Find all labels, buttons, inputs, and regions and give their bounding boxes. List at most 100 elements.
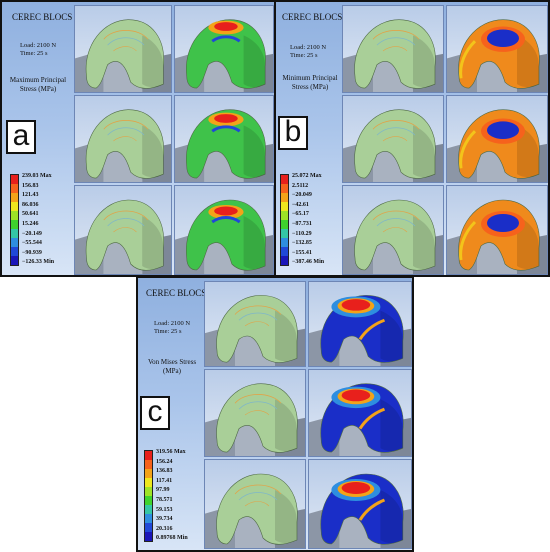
- legend-label: −20.049: [292, 192, 312, 199]
- legend-swatch: [145, 496, 152, 505]
- crown-model-plot: [205, 295, 305, 366]
- legend-colorbar: [10, 174, 19, 266]
- model-view-stress: [174, 185, 274, 275]
- legend-label: 2.5112: [292, 182, 309, 189]
- legend-label: −42.61: [292, 201, 309, 208]
- legend-label: −155.41: [292, 249, 312, 256]
- legend-swatch: [11, 211, 18, 220]
- legend-swatch: [281, 175, 288, 184]
- model-view-stress: [174, 5, 274, 93]
- legend-colorbar: [280, 174, 289, 266]
- legend-label: 97.99: [156, 487, 170, 494]
- model-view-stress: [308, 369, 412, 457]
- stress-type-label: Von Mises Stress (MPa): [147, 358, 197, 375]
- panel-title: CEREC BLOCS: [146, 288, 207, 298]
- model-view-base: [342, 95, 444, 183]
- legend-label: −90.939: [22, 249, 42, 256]
- legend-label: 59.153: [156, 506, 173, 513]
- legend-label: −20.149: [22, 230, 42, 237]
- panel-letter: a: [6, 120, 36, 154]
- crown-model-plot: [205, 383, 305, 456]
- stress-contour-plot: [175, 19, 273, 92]
- legend-label: 78.571: [156, 497, 173, 503]
- legend-swatch: [145, 523, 152, 532]
- panel-b: CEREC BLOCS Load: 2100 N Time: 25 s Mini…: [274, 0, 550, 277]
- legend-swatch: [11, 247, 18, 256]
- legend-swatch: [145, 514, 152, 523]
- crown-model-plot: [343, 109, 443, 182]
- legend-swatch: [145, 487, 152, 496]
- legend-label: 319.56 Max: [156, 449, 186, 455]
- model-view-base: [204, 459, 306, 549]
- legend-swatch: [145, 478, 152, 487]
- model-view-base: [342, 185, 444, 275]
- legend-label: −126.33 Min: [22, 259, 55, 266]
- stress-contour-plot: [175, 199, 273, 274]
- legend-colorbar: [144, 450, 153, 542]
- model-view-stress: [446, 185, 548, 275]
- crown-model-plot: [75, 199, 171, 274]
- legend-swatch: [145, 451, 152, 460]
- panel-a: CEREC BLOCS Load: 2100 N Time: 25 s Maxi…: [0, 0, 276, 277]
- stress-type-label: Minimum Principal Stress (MPa): [282, 74, 338, 91]
- legend-swatch: [11, 175, 18, 184]
- legend-label: 239.03 Max: [22, 173, 52, 179]
- stress-contour-plot: [447, 109, 547, 182]
- legend-swatch: [281, 211, 288, 220]
- stress-contour-plot: [447, 199, 547, 274]
- model-view-base: [74, 185, 172, 275]
- legend-swatch: [145, 505, 152, 514]
- stress-contour-plot: [309, 295, 411, 366]
- panel-letter: b: [278, 116, 308, 150]
- time-label: Time: 25 s: [154, 328, 182, 335]
- legend-swatch: [281, 184, 288, 193]
- stress-contour-plot: [175, 109, 273, 182]
- legend-label: 156.24: [156, 458, 173, 465]
- legend-label: −110.29: [292, 230, 312, 237]
- model-view-stress: [446, 95, 548, 183]
- legend-label: −55.544: [22, 240, 42, 247]
- stress-contour-plot: [447, 19, 547, 92]
- panel-title: CEREC BLOCS: [282, 12, 343, 22]
- stress-contour-plot: [309, 473, 411, 548]
- model-view-stress: [308, 281, 412, 367]
- load-label: Load: 2100 N: [20, 42, 57, 49]
- legend-swatch: [11, 202, 18, 211]
- time-label: Time: 25 s: [20, 50, 48, 57]
- legend-label: 136.83: [156, 468, 173, 475]
- legend-swatch: [281, 229, 288, 238]
- legend-swatch: [281, 238, 288, 247]
- legend-swatch: [11, 238, 18, 247]
- time-label: Time: 25 s: [290, 52, 318, 59]
- panel-letter: c: [140, 396, 170, 430]
- legend-swatch: [281, 220, 288, 229]
- model-view-stress: [308, 459, 412, 549]
- legend-swatch: [281, 202, 288, 211]
- legend-label: 156.83: [22, 182, 39, 189]
- legend-label: 117.41: [156, 477, 173, 484]
- crown-model-plot: [205, 473, 305, 548]
- model-view-stress: [446, 5, 548, 93]
- legend-label: 25.072 Max: [292, 173, 322, 179]
- legend-swatch: [11, 256, 18, 265]
- crown-model-plot: [343, 199, 443, 274]
- legend-swatch: [145, 460, 152, 469]
- legend-label: −132.85: [292, 240, 312, 247]
- load-label: Load: 2100 N: [290, 44, 327, 51]
- legend-swatch: [145, 532, 152, 541]
- panel-c: CEREC BLOCS Load: 2100 N Time: 25 s Von …: [136, 276, 414, 552]
- legend-swatch: [281, 193, 288, 202]
- legend-swatch: [11, 229, 18, 238]
- legend-label: −87.731: [292, 221, 312, 227]
- legend-swatch: [145, 469, 152, 478]
- model-view-base: [74, 95, 172, 183]
- legend-swatch: [281, 256, 288, 265]
- legend-label: −65.17: [292, 211, 309, 218]
- model-view-stress: [174, 95, 274, 183]
- legend-swatch: [11, 184, 18, 193]
- crown-model-plot: [75, 19, 171, 92]
- stress-type-label: Maximum Principal Stress (MPa): [9, 76, 67, 93]
- load-label: Load: 2100 N: [154, 320, 191, 327]
- legend-swatch: [11, 220, 18, 229]
- legend-label: 86.036: [22, 201, 39, 208]
